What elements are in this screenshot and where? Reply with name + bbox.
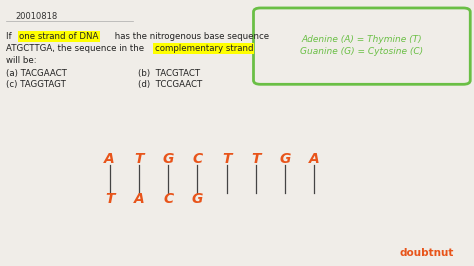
Text: T: T bbox=[134, 152, 144, 166]
Text: (c) TAGGTAGT: (c) TAGGTAGT bbox=[6, 80, 66, 89]
Text: G: G bbox=[191, 192, 203, 206]
Text: C: C bbox=[192, 152, 202, 166]
Text: C: C bbox=[163, 192, 173, 206]
Text: (d)  TCCGAACT: (d) TCCGAACT bbox=[138, 80, 202, 89]
Text: Adenine (A) = Thymine (T): Adenine (A) = Thymine (T) bbox=[301, 35, 422, 44]
Text: Guanine (G) = Cytosine (C): Guanine (G) = Cytosine (C) bbox=[301, 47, 423, 56]
FancyBboxPatch shape bbox=[254, 8, 470, 84]
Text: has the nitrogenous base sequence: has the nitrogenous base sequence bbox=[112, 32, 269, 41]
Text: (b)  TACGTACT: (b) TACGTACT bbox=[138, 69, 200, 77]
Text: T: T bbox=[251, 152, 261, 166]
Text: T: T bbox=[222, 152, 231, 166]
Text: A: A bbox=[134, 192, 145, 206]
Text: one strand of DNA: one strand of DNA bbox=[19, 32, 99, 41]
Text: ATGCTTGA, the sequence in the: ATGCTTGA, the sequence in the bbox=[6, 44, 147, 53]
Text: G: G bbox=[279, 152, 291, 166]
Text: (a) TACGAACT: (a) TACGAACT bbox=[6, 69, 67, 77]
Text: If: If bbox=[6, 32, 15, 41]
Text: A: A bbox=[104, 152, 115, 166]
Text: 20010818: 20010818 bbox=[16, 12, 58, 21]
Text: A: A bbox=[309, 152, 319, 166]
Text: T: T bbox=[105, 192, 115, 206]
Text: doubtnut: doubtnut bbox=[400, 248, 454, 258]
Text: complementary strand: complementary strand bbox=[155, 44, 253, 53]
Text: G: G bbox=[163, 152, 174, 166]
Text: will be:: will be: bbox=[6, 56, 36, 65]
